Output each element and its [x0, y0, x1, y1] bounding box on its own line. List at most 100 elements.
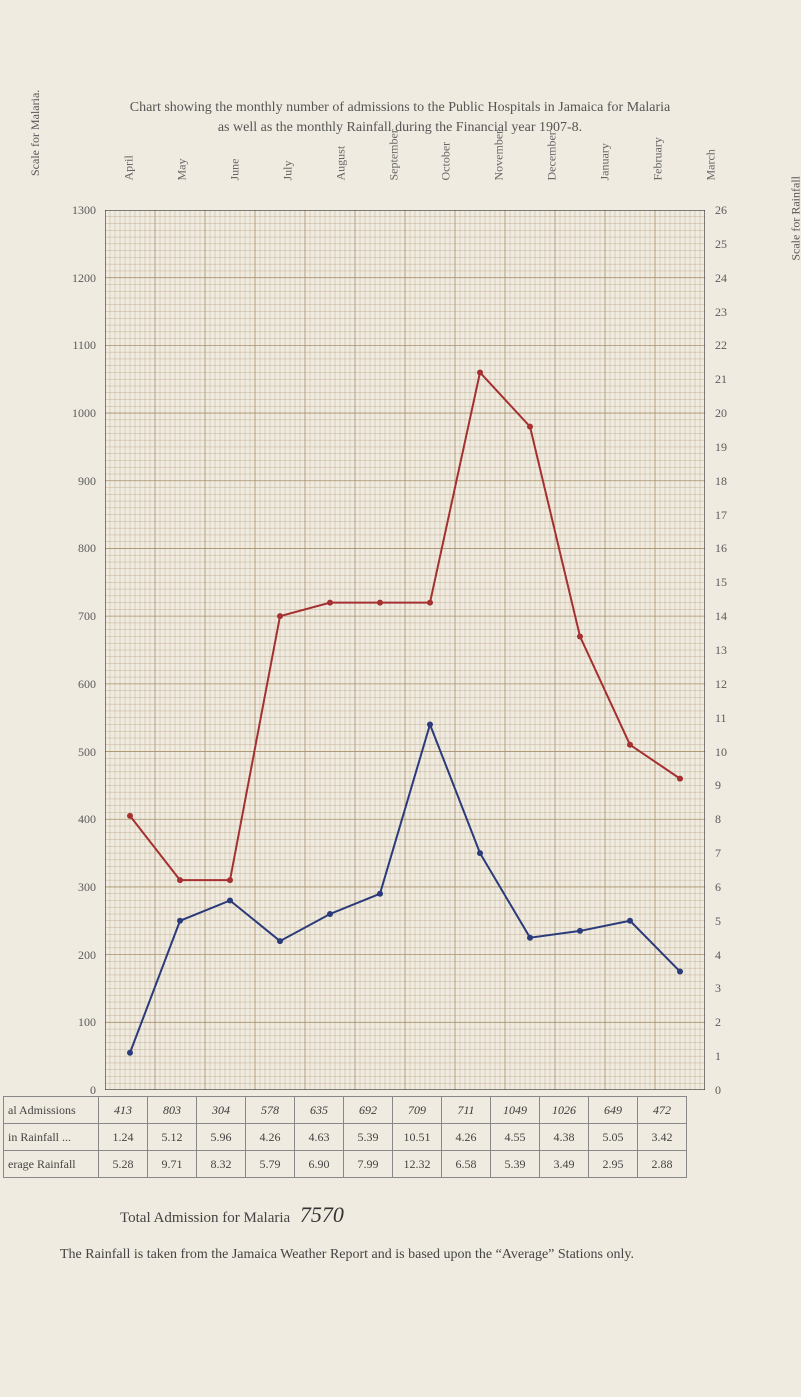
left-tick-label: 1300: [56, 203, 96, 218]
left-tick-label: 300: [56, 880, 96, 895]
table-cell: 711: [442, 1097, 491, 1124]
right-tick-label: 13: [715, 643, 745, 658]
table-cell: 6.58: [442, 1151, 491, 1178]
left-tick-label: 700: [56, 609, 96, 624]
right-tick-label: 8: [715, 812, 745, 827]
table-cell: 5.79: [246, 1151, 295, 1178]
left-tick-label: 200: [56, 948, 96, 963]
month-label: April: [122, 163, 137, 181]
right-tick-label: 18: [715, 474, 745, 489]
table-cell: 803: [148, 1097, 197, 1124]
footnote: The Rainfall is taken from the Jamaica W…: [60, 1244, 760, 1265]
table-cell: 304: [197, 1097, 246, 1124]
table-cell: 4.38: [540, 1124, 589, 1151]
month-label: October: [439, 163, 454, 181]
left-tick-label: 900: [56, 474, 96, 489]
right-tick-label: 23: [715, 305, 745, 320]
right-tick-label: 12: [715, 677, 745, 692]
month-label: February: [651, 163, 666, 181]
data-table: al Admissions413803304578635692709711104…: [3, 1096, 687, 1178]
left-tick-label: 400: [56, 812, 96, 827]
table-cell: 635: [295, 1097, 344, 1124]
table-cell: 3.42: [638, 1124, 687, 1151]
row-label: erage Rainfall: [4, 1151, 99, 1178]
right-tick-label: 1: [715, 1049, 745, 1064]
table-cell: 5.39: [491, 1151, 540, 1178]
left-tick-label: 500: [56, 745, 96, 760]
table-row: al Admissions413803304578635692709711104…: [4, 1097, 687, 1124]
table-cell: 1.24: [99, 1124, 148, 1151]
right-tick-label: 11: [715, 711, 745, 726]
month-label: December: [545, 163, 560, 181]
table-cell: 2.95: [589, 1151, 638, 1178]
table-cell: 413: [99, 1097, 148, 1124]
chart-svg: [105, 210, 705, 1090]
right-tick-label: 14: [715, 609, 745, 624]
table-cell: 9.71: [148, 1151, 197, 1178]
month-label: July: [280, 163, 295, 181]
total-label: Total Admission for Malaria: [120, 1210, 290, 1226]
left-tick-label: 1100: [56, 338, 96, 353]
right-tick-label: 20: [715, 406, 745, 421]
table-cell: 5.05: [589, 1124, 638, 1151]
table-cell: 5.39: [344, 1124, 393, 1151]
total-admission-line: Total Admission for Malaria 7570: [120, 1202, 344, 1228]
right-axis-label: Scale for Rainfall: [789, 176, 801, 261]
table-cell: 12.32: [393, 1151, 442, 1178]
right-tick-label: 16: [715, 541, 745, 556]
left-tick-label: 600: [56, 677, 96, 692]
page: Chart showing the monthly number of admi…: [0, 0, 801, 1397]
table-row: in Rainfall ...1.245.125.964.264.635.391…: [4, 1124, 687, 1151]
right-tick-label: 10: [715, 745, 745, 760]
right-tick-label: 6: [715, 880, 745, 895]
month-label: September: [386, 163, 401, 181]
right-tick-label: 4: [715, 948, 745, 963]
right-tick-label: 17: [715, 508, 745, 523]
chart-plot-area: [105, 210, 705, 1090]
left-tick-label: 1000: [56, 406, 96, 421]
table-cell: 5.12: [148, 1124, 197, 1151]
table-cell: 472: [638, 1097, 687, 1124]
table-cell: 5.28: [99, 1151, 148, 1178]
right-tick-label: 26: [715, 203, 745, 218]
right-tick-label: 21: [715, 372, 745, 387]
right-tick-label: 22: [715, 338, 745, 353]
table-cell: 4.26: [246, 1124, 295, 1151]
table-cell: 4.63: [295, 1124, 344, 1151]
right-tick-label: 5: [715, 914, 745, 929]
right-tick-label: 15: [715, 575, 745, 590]
month-headings: AprilMayJuneJulyAugustSeptemberOctoberNo…: [120, 164, 720, 179]
table-cell: 1049: [491, 1097, 540, 1124]
table-cell: 4.26: [442, 1124, 491, 1151]
left-tick-label: 800: [56, 541, 96, 556]
table-cell: 10.51: [393, 1124, 442, 1151]
table-cell: 2.88: [638, 1151, 687, 1178]
right-tick-label: 25: [715, 237, 745, 252]
right-tick-label: 7: [715, 846, 745, 861]
right-tick-label: 24: [715, 271, 745, 286]
month-label: November: [492, 163, 507, 181]
table-cell: 692: [344, 1097, 393, 1124]
right-tick-label: 19: [715, 440, 745, 455]
month-label: January: [598, 163, 613, 181]
table-cell: 578: [246, 1097, 295, 1124]
table-row: erage Rainfall5.289.718.325.796.907.9912…: [4, 1151, 687, 1178]
table-cell: 1026: [540, 1097, 589, 1124]
month-label: March: [703, 163, 718, 181]
left-tick-label: 100: [56, 1015, 96, 1030]
row-label: in Rainfall ...: [4, 1124, 99, 1151]
table-cell: 4.55: [491, 1124, 540, 1151]
month-label: August: [333, 163, 348, 181]
table-cell: 8.32: [197, 1151, 246, 1178]
left-tick-label: 1200: [56, 271, 96, 286]
row-label: al Admissions: [4, 1097, 99, 1124]
table-cell: 6.90: [295, 1151, 344, 1178]
table-cell: 7.99: [344, 1151, 393, 1178]
left-axis-label: Scale for Malaria.: [28, 90, 43, 176]
table-cell: 5.96: [197, 1124, 246, 1151]
table-cell: 3.49: [540, 1151, 589, 1178]
right-tick-label: 3: [715, 981, 745, 996]
title-line1: Chart showing the monthly number of admi…: [130, 100, 670, 115]
table-cell: 709: [393, 1097, 442, 1124]
right-tick-label: 9: [715, 778, 745, 793]
